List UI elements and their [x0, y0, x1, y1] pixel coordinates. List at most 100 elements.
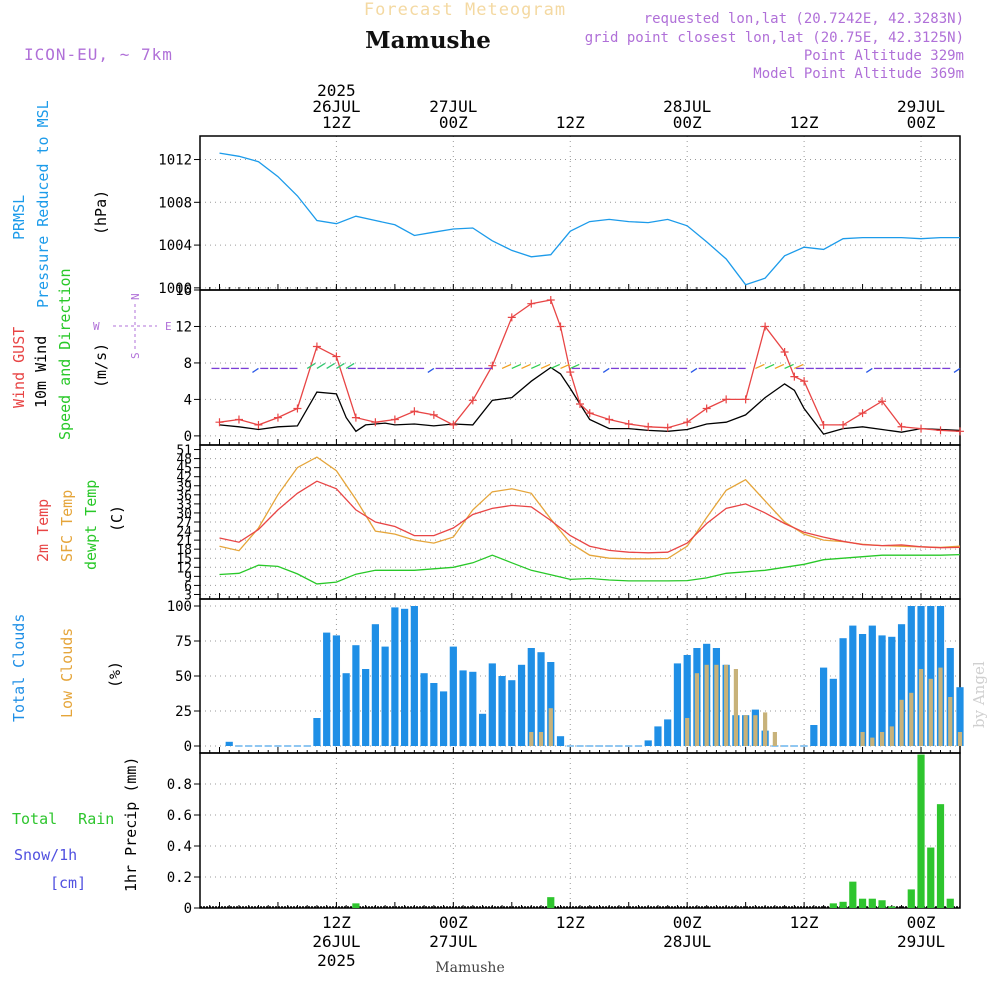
y-tick-label: 0.4	[167, 839, 192, 855]
wind-direction-arrow	[316, 362, 326, 369]
low-cloud-bar	[889, 726, 894, 746]
y-tick-label: 51	[176, 444, 192, 459]
gust-marker	[722, 395, 731, 404]
pressure-label-1: PRMSL	[10, 195, 28, 240]
compass-east: E	[165, 320, 172, 333]
y-tick-label: 27	[176, 516, 192, 531]
panel-frame-wind	[199, 289, 961, 446]
gust-marker	[556, 322, 565, 331]
y-tick-label: 9	[184, 570, 192, 585]
gust-label: Wind GUST	[10, 327, 28, 408]
y-tick-label: 0.2	[167, 870, 192, 886]
gust-marker	[624, 420, 633, 429]
wind-unit: (m/s)	[92, 343, 110, 388]
gust-marker	[741, 395, 750, 404]
low-cloud-bar	[879, 732, 885, 746]
series-line-prmsl	[219, 152, 960, 286]
wind-direction-arrow	[865, 367, 873, 373]
series-line-dewpt-temp	[219, 553, 961, 585]
total-cloud-bar	[888, 636, 896, 746]
total-cloud-bar	[839, 638, 847, 746]
y-tick-label: 50	[175, 669, 192, 685]
snow-unit-label: [cm]	[50, 874, 86, 892]
gust-marker	[819, 420, 828, 429]
gust-marker	[293, 404, 302, 413]
total-cloud-bar	[362, 669, 370, 746]
y-tick-label: 18	[176, 543, 192, 558]
y-tick-label: 48	[176, 453, 192, 468]
wind-direction-arrow	[784, 363, 794, 370]
wind-direction-arrow	[501, 363, 512, 370]
precip-bar	[352, 903, 360, 908]
gust-marker	[956, 427, 964, 436]
plot-area: 1000100410081012048121636912151821242730…	[158, 81, 964, 970]
credit: by Angel	[970, 661, 988, 728]
low-cloud-bar	[694, 673, 700, 746]
total-cloud-bar	[498, 676, 506, 746]
series-line-10m-wind	[219, 366, 961, 435]
time-label-bottom: 00Z	[439, 913, 468, 932]
y-tick-label: 0.6	[167, 808, 192, 824]
y-tick-label: 0.8	[167, 777, 192, 793]
time-label-top: 27JUL	[429, 97, 477, 116]
precip-bar	[936, 804, 945, 908]
y-tick-label: 39	[176, 480, 192, 495]
top-title: Forecast Meteogram	[364, 0, 566, 20]
temp-2m-label: 2m Temp	[34, 499, 52, 562]
precip-bar	[917, 754, 925, 908]
gust-marker	[936, 426, 945, 435]
total-cloud-bar	[858, 634, 867, 746]
time-label-bottom: 29JUL	[897, 932, 945, 951]
total-cloud-bar	[664, 719, 672, 746]
time-label-bottom: 28JUL	[663, 932, 711, 951]
gust-marker	[683, 418, 692, 427]
time-label-bottom: 12Z	[322, 913, 351, 932]
compass-rose: N S W E	[93, 293, 172, 359]
total-cloud-bar	[488, 663, 496, 746]
compass-west: W	[93, 320, 100, 333]
low-cloud-bar	[928, 678, 933, 746]
time-label-bottom: 12Z	[556, 913, 585, 932]
low-cloud-bar	[743, 715, 748, 746]
y-tick-label: 0	[184, 429, 192, 445]
pressure-unit: (hPa)	[92, 190, 110, 235]
time-label-top: 00Z	[673, 113, 702, 132]
compass-north: N	[129, 293, 142, 300]
time-label-top: 2025	[317, 81, 356, 100]
gust-marker	[858, 409, 867, 418]
wind-direction-arrow	[755, 363, 765, 370]
y-tick-label: 36	[176, 489, 192, 504]
y-tick-label: 1008	[158, 195, 192, 211]
clouds-unit: (%)	[106, 661, 124, 688]
low-cloud-bar	[753, 715, 758, 746]
time-label-top: 12Z	[556, 113, 585, 132]
time-label-top: 00Z	[907, 113, 936, 132]
total-cloud-bar	[401, 608, 409, 746]
y-tick-label: 8	[184, 356, 192, 372]
time-label-bottom: 12Z	[790, 913, 819, 932]
total-cloud-bar	[644, 740, 652, 746]
model-altitude: Model Point Altitude 369m	[753, 66, 964, 82]
total-cloud-bar	[849, 625, 857, 746]
total-cloud-bar	[381, 646, 389, 746]
wind-direction-arrow	[560, 363, 570, 370]
gust-marker	[576, 399, 584, 408]
low-cloud-bar	[763, 712, 768, 746]
gust-marker	[468, 396, 477, 405]
wind-direction-arrow	[345, 362, 355, 369]
panel-frame-precip	[199, 752, 961, 909]
gust-marker	[761, 322, 770, 331]
gust-marker	[839, 420, 848, 429]
gust-marker	[215, 418, 224, 427]
y-tick-label: 75	[175, 634, 192, 650]
total-cloud-bar	[878, 635, 886, 746]
gust-marker	[566, 368, 575, 377]
gust-marker	[790, 372, 799, 381]
low-cloud-bar	[918, 669, 924, 746]
y-tick-label: 0	[184, 739, 192, 755]
gust-marker	[488, 361, 497, 370]
y-tick-label: 0	[184, 901, 192, 917]
gust-marker	[527, 299, 536, 308]
rain-label: Total Rain	[12, 810, 114, 828]
y-tick-label: 33	[176, 498, 192, 513]
